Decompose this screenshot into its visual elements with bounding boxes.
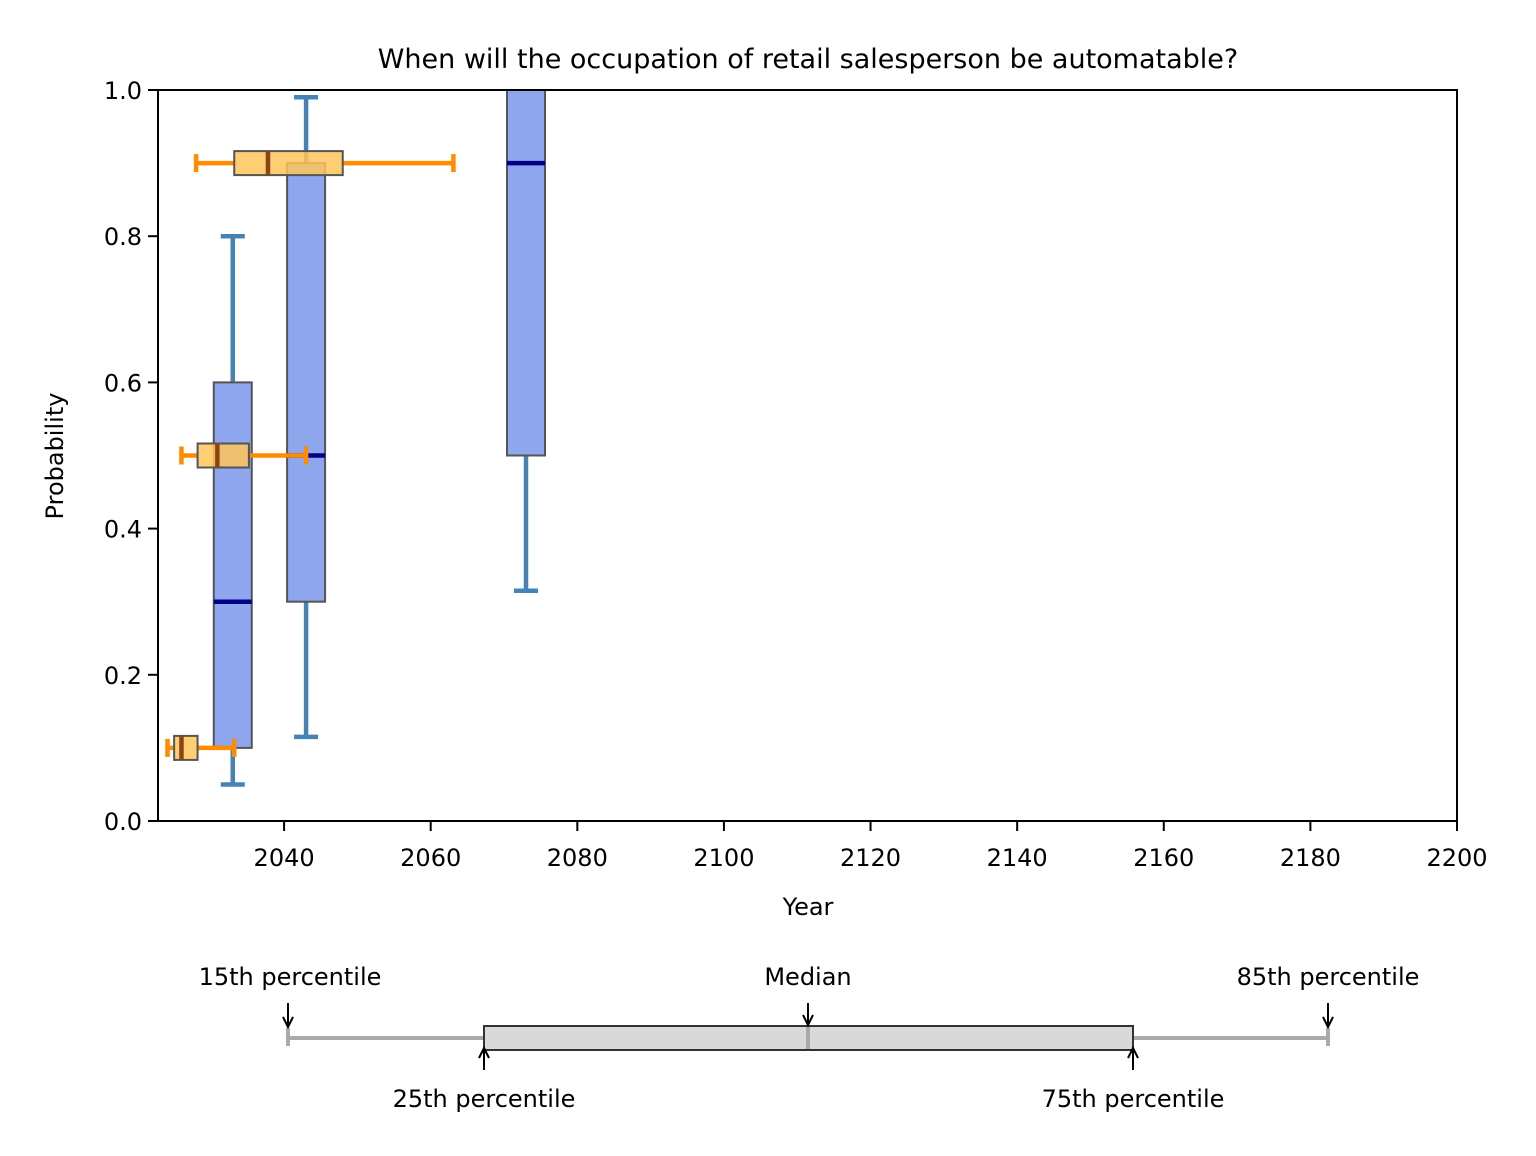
x-tick-label: 2200 [1426, 844, 1487, 872]
legend-p75: 75th percentile [1042, 1085, 1225, 1113]
y-tick-label: 0.0 [104, 808, 142, 836]
x-tick-label: 2120 [840, 844, 901, 872]
horizontal-box [193, 150, 456, 177]
legend-p85: 85th percentile [1237, 963, 1420, 991]
x-tick-label: 2080 [547, 844, 608, 872]
x-tick-label: 2160 [1133, 844, 1194, 872]
y-tick-label: 0.8 [104, 223, 142, 251]
y-tick-label: 0.2 [104, 662, 142, 690]
x-tick-label: 2100 [693, 844, 754, 872]
vertical-box [286, 95, 327, 740]
legend-p15: 15th percentile [199, 963, 382, 991]
y-axis-ticks: 0.0 0.2 0.4 0.6 0.8 1.0 [104, 77, 158, 836]
vertical-box [212, 233, 253, 787]
legend-median: Median [764, 963, 851, 991]
y-axis-label: Probability [41, 393, 69, 520]
y-tick-label: 1.0 [104, 77, 142, 105]
x-tick-label: 2040 [254, 844, 315, 872]
plot-area [165, 90, 547, 787]
horizontal-box [165, 734, 237, 761]
horizontal-box [179, 442, 309, 469]
x-axis-label: Year [782, 893, 834, 921]
x-tick-label: 2140 [987, 844, 1048, 872]
x-axis-ticks: 2040 2060 2080 2100 2120 2140 2160 2180 2200 [254, 821, 1488, 872]
x-tick-label: 2180 [1280, 844, 1341, 872]
y-tick-label: 0.6 [104, 369, 142, 397]
x-tick-label: 2060 [400, 844, 461, 872]
y-tick-label: 0.4 [104, 516, 142, 544]
axes-frame [157, 89, 1458, 822]
chart-title: When will the occupation of retail sales… [378, 44, 1239, 75]
legend-p25: 25th percentile [393, 1085, 576, 1113]
vertical-box [506, 90, 547, 593]
percentile-legend: 15th percentile Median 85th percentile 2… [199, 963, 1420, 1113]
